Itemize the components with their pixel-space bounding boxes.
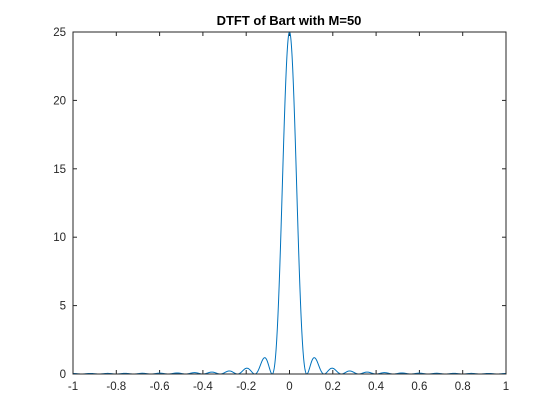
axes-box <box>72 31 507 375</box>
x-tick-label: 1 <box>503 381 509 393</box>
x-tick-label: 0.8 <box>455 381 471 393</box>
y-tick-label: 0 <box>60 369 66 381</box>
plot-area <box>73 32 506 374</box>
x-tick-label: -0.4 <box>193 381 213 393</box>
y-tick-label: 5 <box>60 301 66 313</box>
y-tick-label: 15 <box>53 164 66 176</box>
x-tick-label: 0.2 <box>325 381 341 393</box>
x-tick-label: 0.4 <box>368 381 385 393</box>
x-tick-label: -1 <box>68 381 78 393</box>
x-tick-label: -0.8 <box>106 381 126 393</box>
x-tick-label: 0 <box>286 381 292 393</box>
y-tick-label: 20 <box>53 95 66 107</box>
x-tick-label: -0.6 <box>150 381 170 393</box>
x-tick-label: -0.2 <box>236 381 256 393</box>
y-tick-label: 25 <box>53 27 66 39</box>
ticks-layer: -1 -0.8 -0.6 -0.4 -0.2 0 0.2 0.4 0.6 0.8 105101520… <box>53 27 509 393</box>
chart-title: DTFT of Bart with M=50 <box>217 13 362 28</box>
y-tick-label: 10 <box>53 232 66 244</box>
x-tick-label: 0.6 <box>411 381 427 393</box>
